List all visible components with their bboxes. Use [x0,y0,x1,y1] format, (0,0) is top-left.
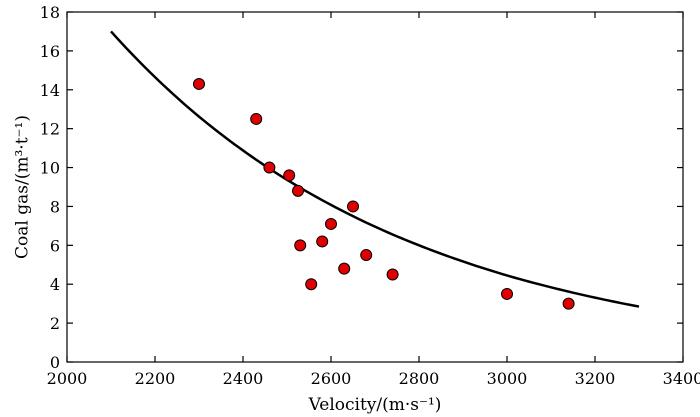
x-tick-label: 2800 [399,369,440,388]
fit-curve [110,30,640,308]
y-tick-label: 4 [50,275,60,294]
x-tick-label: 2000 [47,369,88,388]
y-tick-label: 18 [40,3,60,22]
y-tick-label: 2 [50,314,60,333]
y-tick-label: 10 [40,159,60,178]
data-point [562,297,575,310]
data-points [193,77,575,310]
x-tick-label: 2200 [135,369,176,388]
data-point [325,217,337,230]
y-tick-label: 14 [40,81,60,100]
y-tick-label: 12 [40,120,60,139]
y-tick-label: 0 [50,353,60,372]
plot-area [66,11,684,363]
data-point [347,200,359,213]
x-tick-label: 2600 [311,369,352,388]
y-tick-label: 6 [50,236,60,255]
data-point [193,77,205,90]
data-point [292,184,304,197]
data-point [263,161,276,174]
data-point [250,112,263,125]
x-axis: 2000 2200 2400 2600 2800 3000 3200 3400 [47,12,700,388]
x-tick-label: 3000 [487,369,528,388]
data-point [360,249,373,262]
x-axis-label: Velocity/(m·s⁻¹) [308,395,442,415]
data-point [294,239,307,252]
data-point [305,278,318,291]
fit-curve-layer [110,30,640,308]
y-tick-label: 16 [40,42,60,61]
x-tick-label: 2400 [223,369,264,388]
y-tick-label: 8 [50,197,60,216]
y-axis-label: Coal gas/(m³·t⁻¹) [13,115,33,259]
y-axis: 0 2 4 6 8 10 12 14 16 18 [40,3,683,372]
data-point [501,287,513,300]
x-tick-label: 3400 [663,369,700,388]
data-point [283,169,296,182]
x-tick-label: 3200 [575,369,616,388]
data-point [316,235,329,248]
data-point [338,262,351,275]
plot-frame [66,11,684,363]
data-point [386,268,399,281]
